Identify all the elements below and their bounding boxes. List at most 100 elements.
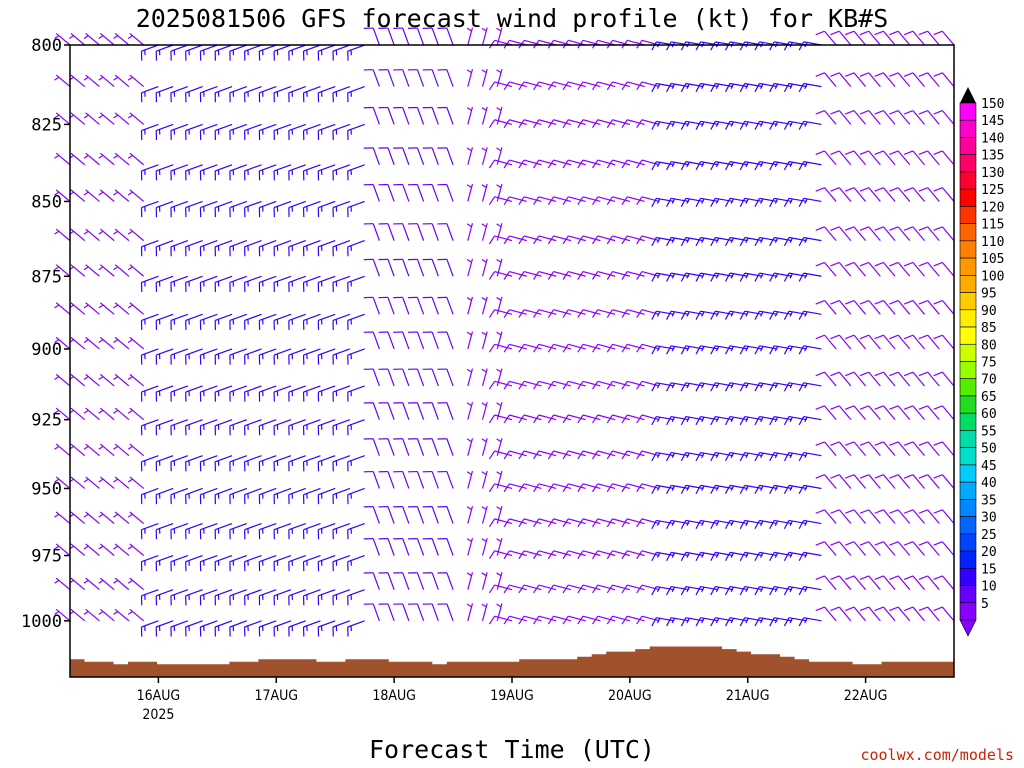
- x-tick-label: 16AUG: [137, 688, 181, 704]
- wind-barb: [393, 331, 410, 350]
- wind-barb: [577, 159, 601, 169]
- wind-barb: [244, 44, 262, 61]
- wind-barb: [695, 585, 719, 596]
- y-tick-label: 850: [31, 192, 62, 212]
- wind-barb: [488, 584, 513, 594]
- wind-barb: [621, 450, 645, 460]
- wind-barb: [407, 183, 425, 202]
- wind-barb: [547, 271, 572, 280]
- wind-barb: [199, 554, 218, 572]
- wind-barb: [466, 402, 474, 420]
- wind-barb: [481, 183, 488, 202]
- wind-barb: [244, 589, 262, 606]
- wind-barb: [199, 123, 218, 141]
- wind-barb: [739, 451, 763, 462]
- wind-barb: [407, 27, 425, 46]
- wind-barb: [739, 272, 763, 282]
- colorbar-segment: [959, 154, 977, 173]
- wind-barb: [229, 123, 248, 141]
- wind-barb: [503, 483, 527, 493]
- wind-barb: [769, 617, 793, 627]
- wind-barb: [422, 147, 439, 165]
- wind-barb: [332, 620, 351, 637]
- wind-barb: [651, 585, 675, 596]
- wind-barb: [547, 343, 572, 353]
- wind-barb: [874, 405, 896, 421]
- wind-barb: [547, 450, 572, 460]
- wind-barb: [317, 123, 336, 141]
- wind-barb: [503, 343, 527, 353]
- wind-barb: [466, 27, 474, 46]
- wind-barb: [830, 405, 852, 421]
- wind-barb: [127, 32, 145, 46]
- wind-barb: [481, 147, 488, 165]
- x-axis: 16AUG 2025 17AUG 18AUG 19AUG 20AUG 21AUG 22AUG: [137, 677, 887, 723]
- wind-barb: [244, 554, 262, 572]
- wind-barb: [889, 334, 911, 350]
- y-tick-label: 950: [31, 479, 62, 499]
- wind-barb: [918, 30, 940, 46]
- wind-barb: [695, 415, 719, 426]
- wind-barb: [783, 120, 807, 130]
- wind-barb: [488, 483, 513, 493]
- wind-barb: [830, 110, 852, 125]
- colorbar-tick-label: 20: [981, 545, 997, 560]
- wind-barb: [739, 120, 763, 130]
- wind-barb: [170, 313, 189, 330]
- wind-barb: [68, 511, 86, 525]
- wind-barb: [562, 518, 586, 528]
- wind-barb: [592, 271, 616, 280]
- wind-barb: [503, 271, 527, 280]
- colorbar-segment: [959, 188, 977, 207]
- x-tick-year-label: 2025: [142, 707, 174, 723]
- wind-barb: [288, 313, 306, 330]
- wind-barb: [754, 585, 778, 596]
- wind-barb: [199, 313, 218, 330]
- terrain-area: [70, 646, 954, 677]
- wind-barb: [503, 196, 527, 206]
- wind-barb: [273, 313, 292, 330]
- colorbar-segment: [959, 602, 977, 621]
- wind-barb: [577, 615, 601, 625]
- wind-barb: [258, 589, 277, 606]
- wind-barb: [347, 44, 365, 61]
- wind-barb: [606, 414, 631, 424]
- wind-barb: [518, 271, 542, 280]
- wind-barb: [798, 82, 822, 93]
- colorbar-segment: [959, 206, 977, 224]
- wind-barb: [754, 310, 778, 320]
- wind-barb: [54, 152, 71, 166]
- wind-barb: [378, 402, 395, 420]
- wind-barb: [273, 44, 292, 61]
- wind-barb: [113, 228, 130, 242]
- wind-barb: [651, 345, 675, 355]
- wind-barb: [518, 584, 542, 594]
- wind-barb: [651, 451, 675, 462]
- wind-barb: [155, 200, 174, 218]
- wind-barb: [636, 159, 660, 169]
- wind-barb: [347, 385, 365, 402]
- wind-barb: [798, 272, 822, 282]
- wind-barb: [332, 86, 351, 103]
- plot-frame: [69, 44, 955, 678]
- wind-barb: [488, 414, 513, 424]
- wind-barb: [874, 299, 896, 315]
- wind-barb: [258, 164, 277, 181]
- wind-barb: [903, 299, 925, 315]
- colorbar-tick-label: 15: [981, 562, 997, 577]
- wind-barb: [874, 606, 896, 622]
- terrain-fill: [70, 646, 954, 677]
- wind-barb: [533, 550, 557, 560]
- wind-barb: [666, 82, 689, 93]
- wind-barb: [666, 484, 689, 494]
- wind-barb: [199, 487, 218, 505]
- wind-barb: [889, 261, 911, 277]
- wind-barb: [577, 81, 601, 91]
- wind-barb: [933, 509, 955, 524]
- wind-barb: [83, 511, 100, 525]
- colorbar-segment: [959, 481, 977, 500]
- wind-barb: [185, 240, 203, 257]
- wind-barb: [127, 476, 145, 489]
- wind-barb: [918, 575, 940, 591]
- wind-barb: [422, 183, 439, 202]
